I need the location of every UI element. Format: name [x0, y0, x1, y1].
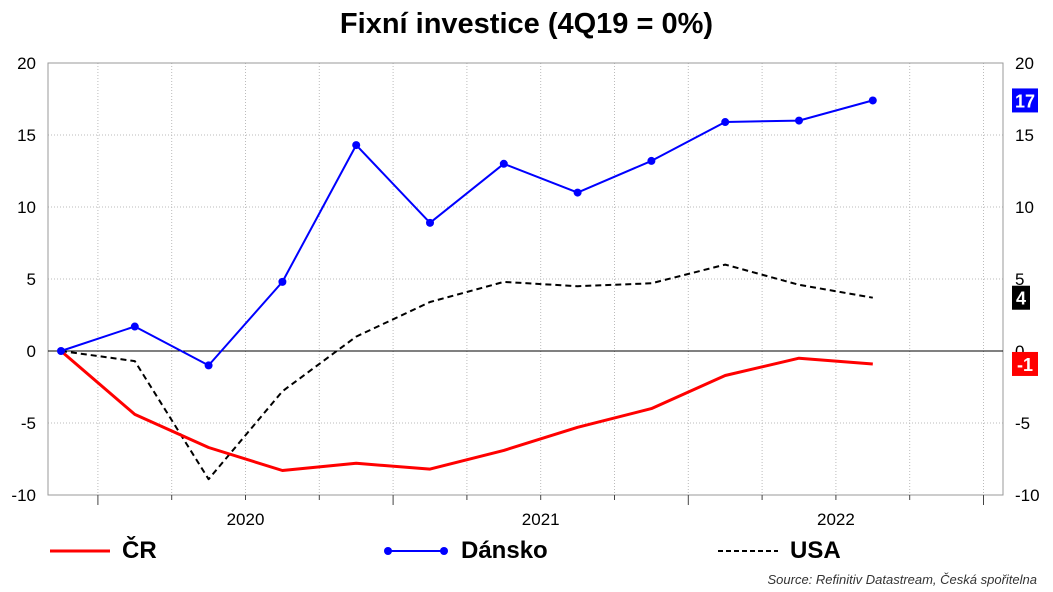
- legend-label-dansko: Dánsko: [461, 537, 548, 564]
- y-tick-label-right: 0: [1015, 342, 1024, 361]
- y-tick-label-left: 0: [27, 342, 36, 361]
- legend-label-usa: USA: [790, 537, 841, 564]
- series-group: [57, 96, 877, 481]
- series-point-1: [499, 159, 508, 168]
- legend-item-cr: ČR: [50, 536, 157, 566]
- series-line-1: [60, 99, 874, 367]
- series-point-1: [795, 116, 803, 125]
- series-point-1: [868, 96, 877, 105]
- legend-swatch-usa: [718, 550, 778, 552]
- chart-title: Fixní investice (4Q19 = 0%): [339, 8, 714, 40]
- source-note: Source: Refinitiv Datastream, Česká spoř…: [767, 572, 1037, 587]
- series-line-2: [60, 263, 873, 481]
- series-line-0: [60, 349, 873, 472]
- x-tick-label: 2022: [817, 510, 855, 529]
- y-tick-label-left: -5: [21, 414, 36, 433]
- y-tick-label-right: -10: [1015, 486, 1040, 505]
- end-value-box-1: [1012, 88, 1038, 113]
- series-point-1: [426, 218, 434, 227]
- y-tick-label-left: 15: [17, 126, 36, 145]
- end-value-label-0: -1: [1017, 355, 1033, 375]
- end-value-label-1: 17: [1015, 91, 1035, 111]
- y-tick-label-right: 20: [1015, 54, 1034, 73]
- series-point-1: [352, 141, 361, 150]
- end-value-box-2: [1012, 285, 1030, 310]
- legend-swatch-dansko: [384, 547, 448, 555]
- series-point-1: [57, 347, 65, 355]
- y-tick-label-right: 10: [1015, 198, 1034, 217]
- series-point-1: [278, 277, 287, 286]
- y-tick-label-right: 5: [1015, 270, 1024, 289]
- y-tick-label-right: -5: [1015, 414, 1030, 433]
- series-point-1: [204, 361, 213, 370]
- y-tick-label-left: 20: [17, 54, 36, 73]
- x-tick-label: 2020: [227, 510, 265, 529]
- series-point-1: [573, 188, 582, 197]
- legend-item-dansko: Dánsko: [383, 536, 548, 566]
- series-point-1: [721, 118, 730, 127]
- legend-label-cr: ČR: [122, 537, 157, 564]
- legend-swatch-cr: [50, 549, 110, 553]
- end-labels: 4 -1 17: [1012, 88, 1038, 376]
- series-point-1: [130, 322, 139, 331]
- end-value-box-0: [1012, 351, 1038, 376]
- plot-frame: [47, 62, 1004, 496]
- legend-item-usa: USA: [718, 536, 841, 566]
- y-tick-label-left: 5: [27, 270, 36, 289]
- series-point-1: [647, 156, 656, 165]
- grid: [48, 63, 1003, 495]
- y-tick-label-left: 10: [17, 198, 36, 217]
- y-tick-label-right: 15: [1015, 126, 1034, 145]
- x-tick-label: 2021: [522, 510, 560, 529]
- y-tick-label-left: -10: [11, 486, 36, 505]
- end-value-label-2: 4: [1016, 289, 1026, 309]
